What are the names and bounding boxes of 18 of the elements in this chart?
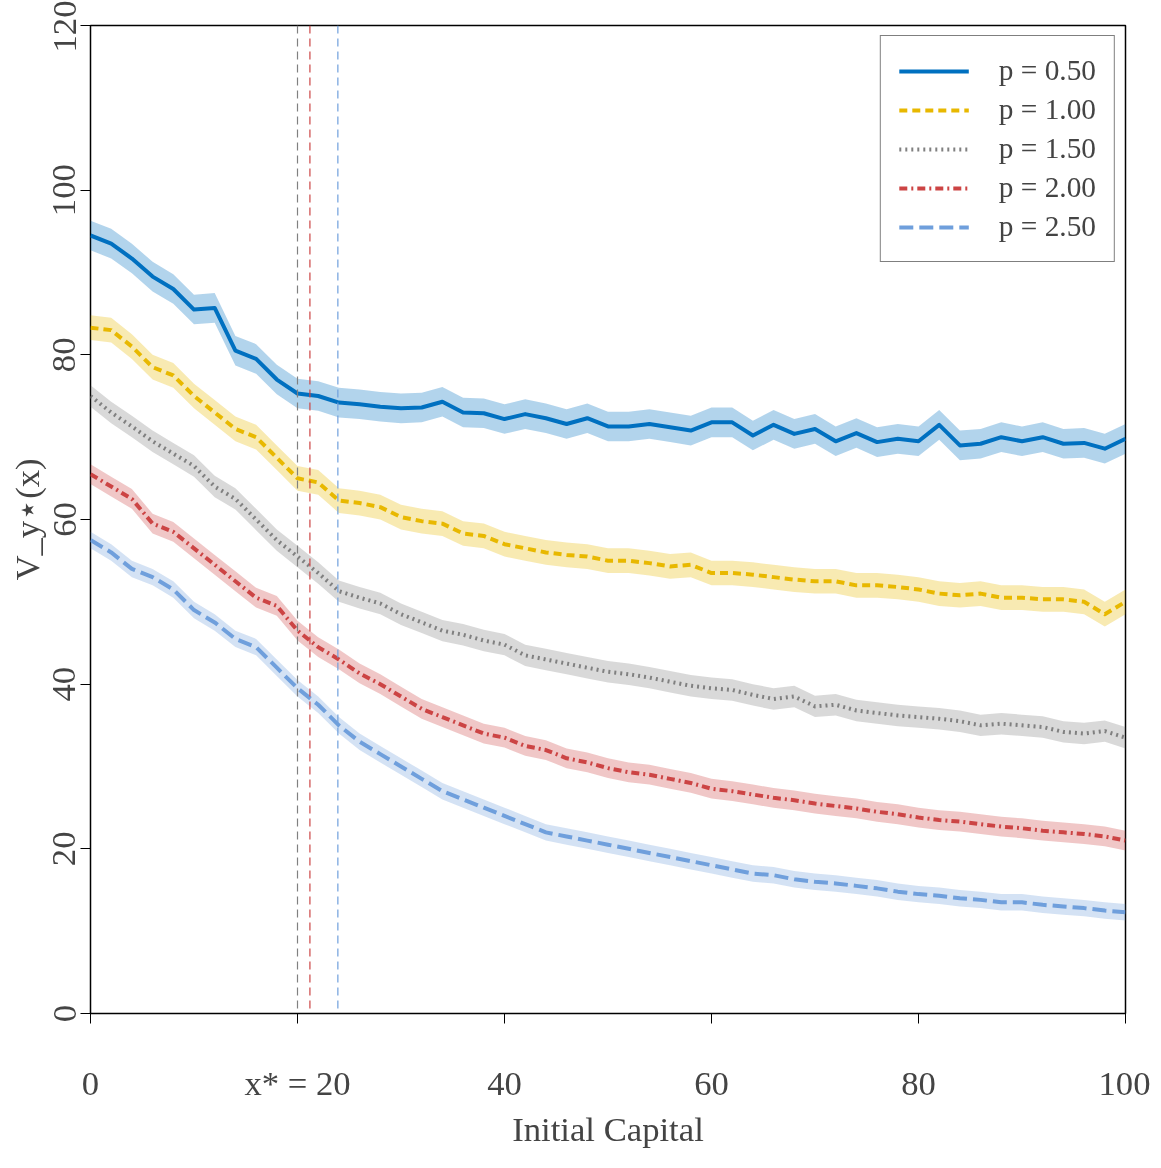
y-tick-label: 40	[44, 666, 83, 702]
legend-label: p = 2.50	[998, 210, 1096, 243]
x-axis-title: Initial Capital	[512, 1109, 704, 1148]
x-tick-label: x* = 20	[244, 1063, 351, 1102]
y-tick-label: 20	[44, 831, 83, 867]
y-tick-label: 100	[44, 164, 83, 217]
legend-label: p = 1.50	[998, 132, 1096, 165]
y-tick-label: 120	[44, 0, 83, 53]
x-tick-label: 60	[694, 1063, 729, 1102]
legend-label: p = 1.00	[998, 93, 1096, 126]
x-tick-label: 80	[901, 1063, 936, 1102]
x-tick-label: 40	[487, 1063, 522, 1102]
y-tick-label: 0	[44, 1004, 83, 1023]
legend-label: p = 0.50	[998, 54, 1096, 87]
y-axis-title: V_y⋆(x)	[7, 458, 47, 581]
legend-label: p = 2.00	[998, 171, 1096, 204]
x-tick-label: 100	[1098, 1063, 1151, 1102]
y-tick-label: 80	[44, 337, 83, 373]
